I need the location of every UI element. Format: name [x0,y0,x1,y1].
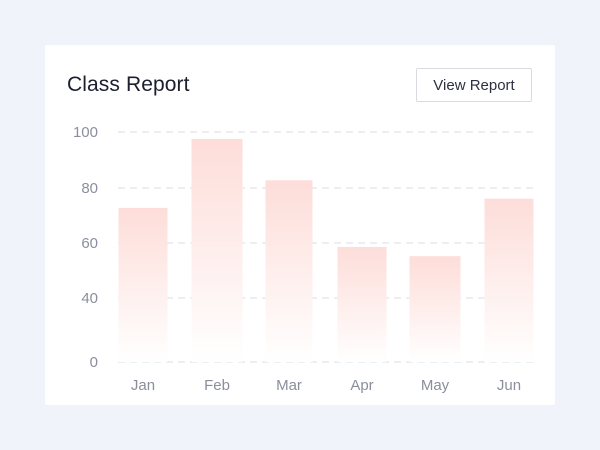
x-tick-label: Jan [131,377,155,394]
x-tick-label: Mar [276,377,302,394]
x-tick-label: May [421,377,450,394]
class-report-card: Class Report View Report 0 40 60 80 100 Jan F… [45,45,555,405]
bar-jan [118,207,168,362]
y-tick-label: 0 [90,354,98,371]
bar-may [409,256,461,362]
y-tick-label: 40 [81,290,98,307]
x-tick-label: Feb [204,377,230,394]
card-title: Class Report [67,73,190,96]
y-tick-label: 60 [81,235,98,252]
bar-feb [191,138,243,362]
x-tick-label: Jun [497,377,521,394]
bar-chart: 0 40 60 80 100 Jan Feb Mar Apr May Jun [73,124,534,394]
x-tick-label: Apr [350,377,373,394]
bar-mar [265,180,313,362]
y-tick-label: 100 [73,124,98,141]
bar-jun [484,198,534,362]
view-report-button[interactable]: View Report [416,68,532,102]
y-tick-label: 80 [81,180,98,197]
bar-apr [337,247,387,362]
